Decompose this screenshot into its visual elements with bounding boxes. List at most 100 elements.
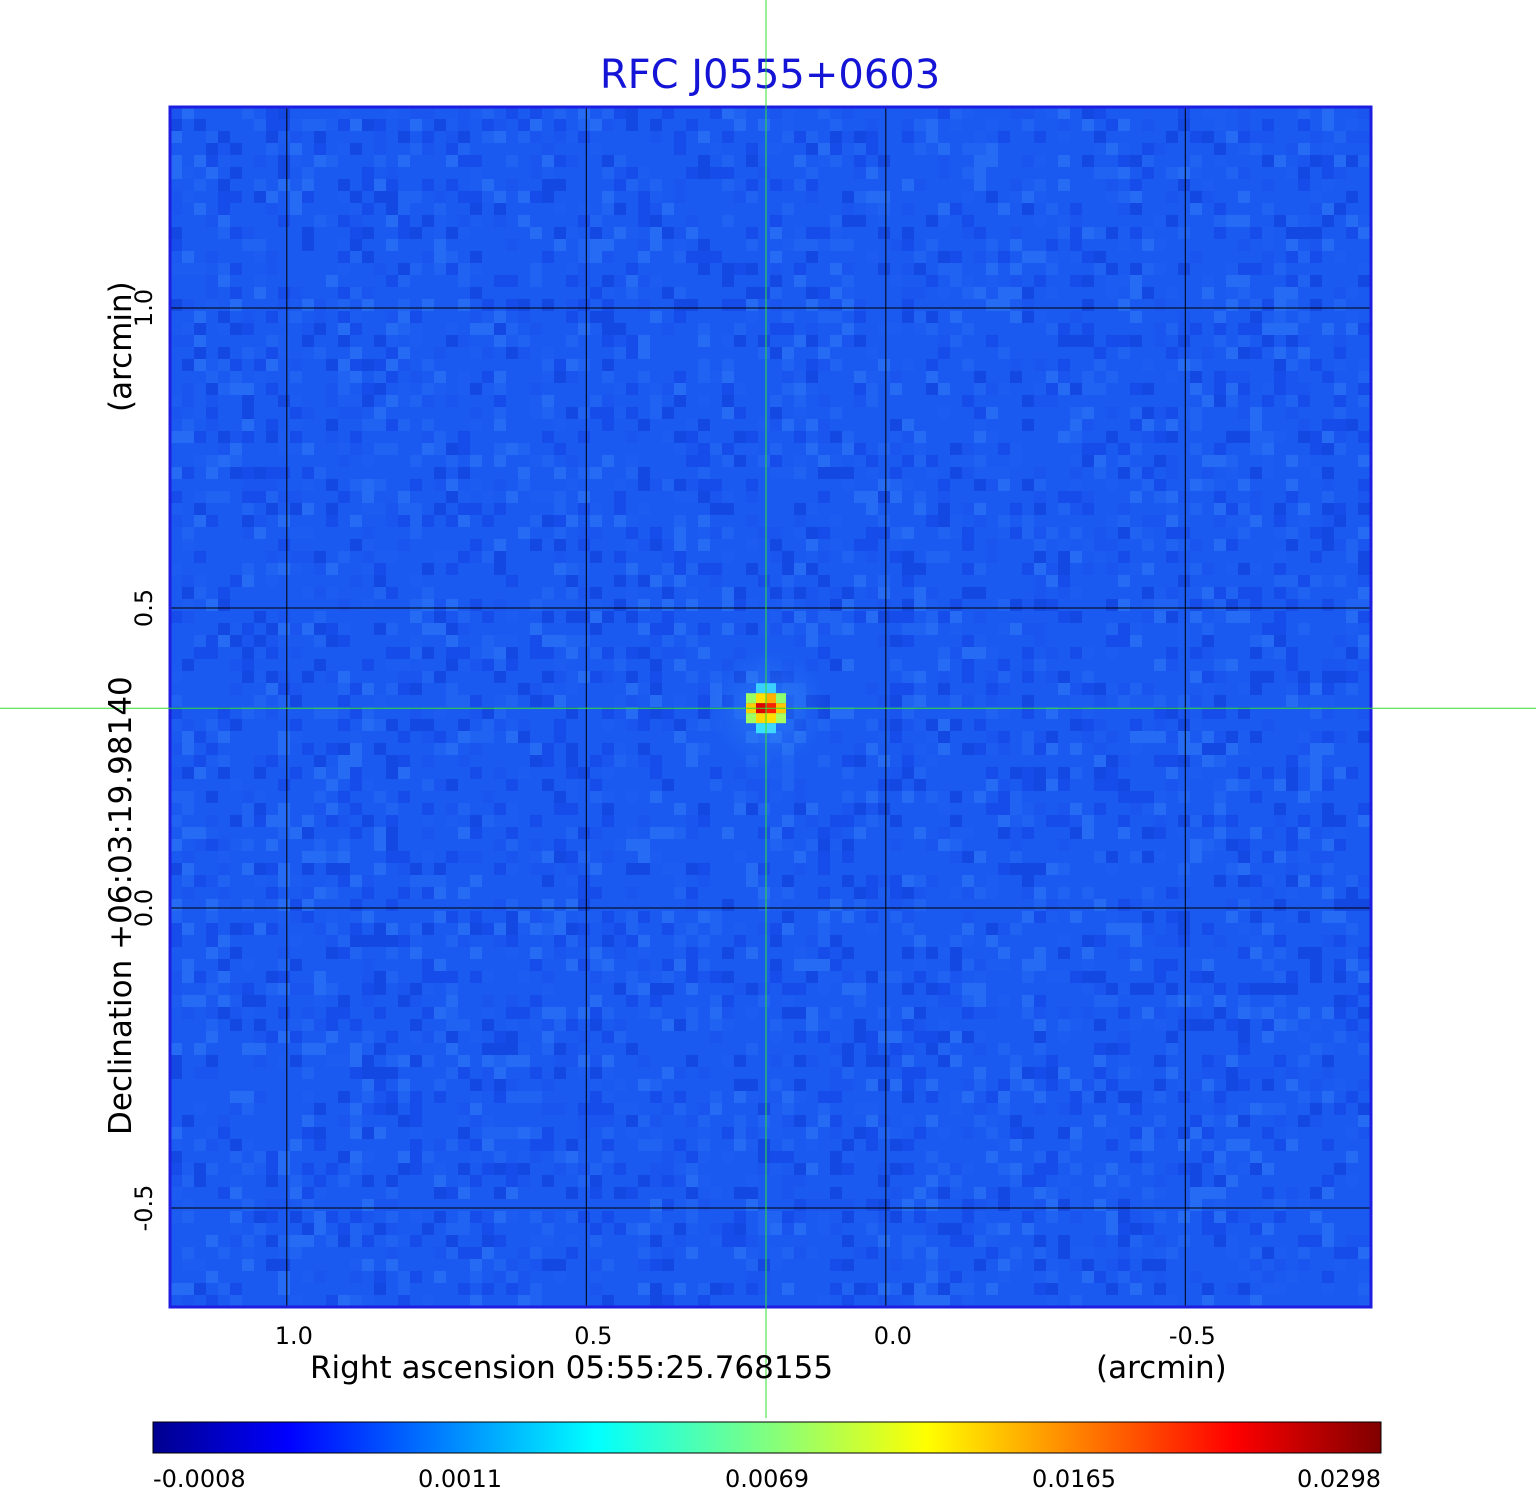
noise-pixel — [806, 551, 818, 563]
noise-pixel — [710, 491, 722, 503]
noise-pixel — [266, 551, 278, 563]
noise-pixel — [302, 587, 314, 599]
noise-pixel — [962, 1031, 974, 1043]
noise-pixel — [1298, 155, 1310, 167]
noise-pixel — [410, 455, 422, 467]
noise-pixel — [1238, 347, 1250, 359]
noise-pixel — [830, 539, 842, 551]
noise-pixel — [314, 119, 326, 131]
noise-pixel — [986, 671, 998, 683]
noise-pixel — [506, 827, 518, 839]
noise-pixel — [494, 719, 506, 731]
noise-pixel — [182, 887, 194, 899]
noise-pixel — [1334, 431, 1346, 443]
noise-pixel — [386, 359, 398, 371]
noise-pixel — [1130, 287, 1142, 299]
noise-pixel — [866, 143, 878, 155]
noise-pixel — [1250, 947, 1262, 959]
noise-pixel — [542, 167, 554, 179]
noise-pixel — [1346, 131, 1358, 143]
noise-pixel — [914, 491, 926, 503]
noise-pixel — [1202, 971, 1214, 983]
noise-pixel — [914, 119, 926, 131]
noise-pixel — [1058, 119, 1070, 131]
noise-pixel — [686, 599, 698, 611]
noise-pixel — [170, 335, 182, 347]
noise-pixel — [578, 1067, 590, 1079]
noise-pixel — [1250, 671, 1262, 683]
noise-pixel — [1010, 1139, 1022, 1151]
noise-pixel — [1190, 371, 1202, 383]
noise-pixel — [662, 719, 674, 731]
noise-pixel — [638, 1223, 650, 1235]
noise-pixel — [1238, 191, 1250, 203]
noise-pixel — [986, 887, 998, 899]
noise-pixel — [626, 107, 638, 119]
noise-pixel — [842, 659, 854, 671]
noise-pixel — [542, 299, 554, 311]
noise-pixel — [1010, 455, 1022, 467]
noise-pixel — [518, 527, 530, 539]
noise-pixel — [734, 455, 746, 467]
noise-pixel — [554, 791, 566, 803]
noise-pixel — [1298, 1007, 1310, 1019]
noise-pixel — [1178, 335, 1190, 347]
noise-pixel — [830, 947, 842, 959]
noise-pixel — [770, 1079, 782, 1091]
noise-pixel — [278, 1199, 290, 1211]
noise-pixel — [1046, 647, 1058, 659]
noise-pixel — [974, 383, 986, 395]
noise-pixel — [374, 623, 386, 635]
noise-pixel — [770, 179, 782, 191]
noise-pixel — [1142, 899, 1154, 911]
noise-pixel — [254, 479, 266, 491]
noise-pixel — [386, 839, 398, 851]
noise-pixel — [806, 383, 818, 395]
noise-pixel — [1262, 887, 1274, 899]
noise-pixel — [170, 1175, 182, 1187]
noise-pixel — [302, 407, 314, 419]
noise-pixel — [818, 971, 830, 983]
noise-pixel — [218, 623, 230, 635]
noise-pixel — [1166, 767, 1178, 779]
noise-pixel — [854, 983, 866, 995]
noise-pixel — [422, 143, 434, 155]
noise-pixel — [1310, 1115, 1322, 1127]
noise-pixel — [1034, 863, 1046, 875]
noise-pixel — [866, 395, 878, 407]
noise-pixel — [1178, 887, 1190, 899]
noise-pixel — [530, 1151, 542, 1163]
noise-pixel — [782, 383, 794, 395]
source-pixel — [766, 713, 777, 724]
noise-pixel — [614, 1079, 626, 1091]
noise-pixel — [590, 1271, 602, 1283]
noise-pixel — [722, 215, 734, 227]
noise-pixel — [758, 1139, 770, 1151]
noise-pixel — [866, 383, 878, 395]
noise-pixel — [782, 1211, 794, 1223]
noise-pixel — [1238, 1103, 1250, 1115]
noise-pixel — [1214, 743, 1226, 755]
noise-pixel — [1058, 371, 1070, 383]
noise-pixel — [1322, 107, 1334, 119]
y-axis-label: Declination +06:03:19.98140 — [103, 676, 139, 1135]
noise-pixel — [1142, 827, 1154, 839]
noise-pixel — [386, 419, 398, 431]
noise-pixel — [1154, 587, 1166, 599]
noise-pixel — [1286, 167, 1298, 179]
noise-pixel — [962, 1163, 974, 1175]
noise-pixel — [734, 1127, 746, 1139]
noise-pixel — [686, 431, 698, 443]
noise-pixel — [374, 1223, 386, 1235]
noise-pixel — [602, 155, 614, 167]
noise-pixel — [854, 215, 866, 227]
noise-pixel — [1094, 227, 1106, 239]
noise-pixel — [1250, 1163, 1262, 1175]
noise-pixel — [878, 1007, 890, 1019]
noise-pixel — [986, 1127, 998, 1139]
noise-pixel — [686, 479, 698, 491]
noise-pixel — [782, 179, 794, 191]
noise-pixel — [1058, 179, 1070, 191]
noise-pixel — [650, 1091, 662, 1103]
noise-pixel — [326, 947, 338, 959]
